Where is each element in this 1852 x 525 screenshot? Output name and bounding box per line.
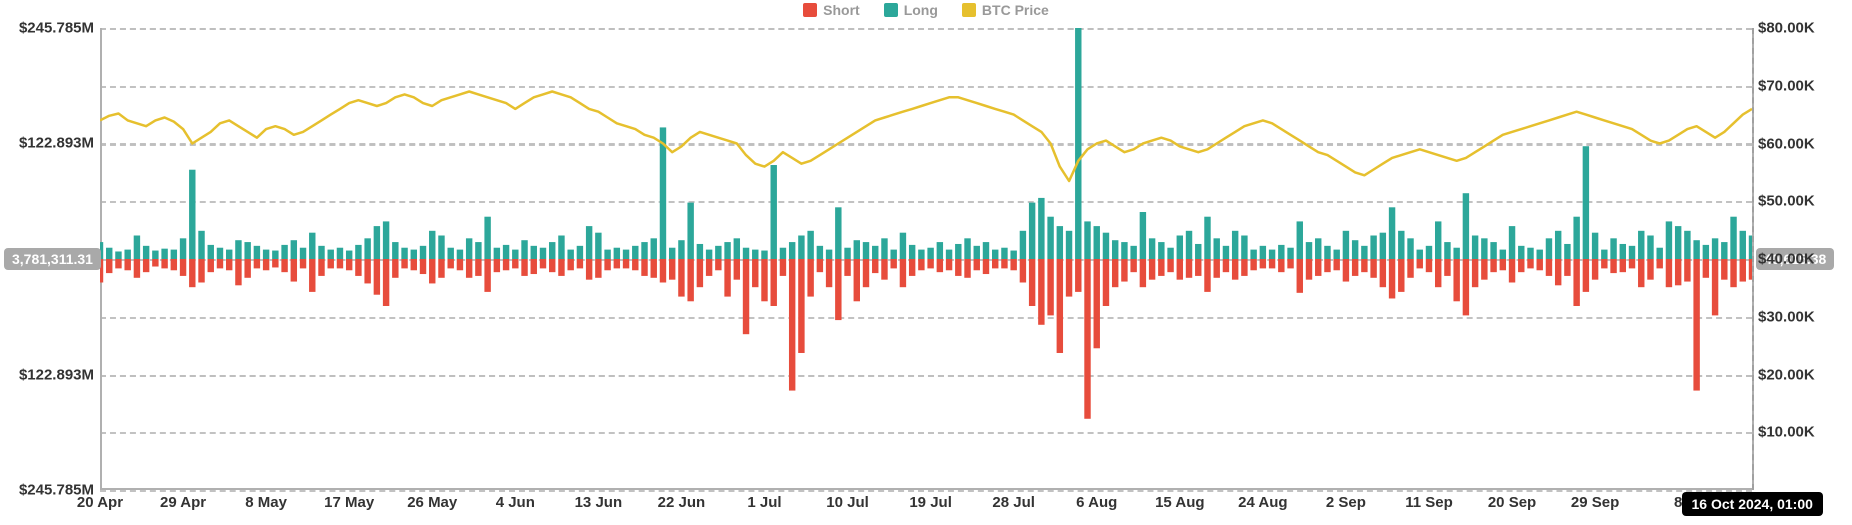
legend-label: Short — [823, 2, 860, 18]
x-axis-label: 26 May — [407, 494, 457, 511]
legend-label: Long — [904, 2, 938, 18]
x-axis-label: 13 Jun — [575, 494, 623, 511]
x-axis-label: 1 Jul — [747, 494, 781, 511]
x-axis-label: 17 May — [324, 494, 374, 511]
legend-item-short[interactable]: Short — [803, 2, 860, 18]
chart-legend: Short Long BTC Price — [0, 2, 1852, 18]
x-axis-label: 8 May — [245, 494, 287, 511]
y-axis-left-label: $122.893M — [0, 135, 94, 152]
x-axis-label: 2 Sep — [1326, 494, 1366, 511]
y-axis-right-label: $10.00K — [1758, 424, 1815, 441]
x-axis-label: 29 Apr — [160, 494, 206, 511]
left-axis-pill: 3,781,311.31 — [4, 248, 101, 270]
btc-price-line[interactable] — [100, 92, 1752, 182]
x-axis-label: 6 Aug — [1076, 494, 1117, 511]
y-axis-right-label: $50.00K — [1758, 193, 1815, 210]
x-axis-label: 10 Jul — [826, 494, 869, 511]
x-axis-label: 24 Aug — [1238, 494, 1287, 511]
y-axis-right-label: $70.00K — [1758, 77, 1815, 94]
y-axis-right-label: $80.00K — [1758, 20, 1815, 37]
x-axis-label: 20 Apr — [77, 494, 123, 511]
legend-label: BTC Price — [982, 2, 1049, 18]
legend-swatch — [803, 3, 817, 17]
y-axis-left-label: $245.785M — [0, 20, 94, 37]
y-axis-right-label: $20.00K — [1758, 366, 1815, 383]
x-axis-label: 28 Jul — [992, 494, 1035, 511]
legend-swatch — [884, 3, 898, 17]
plot-area[interactable] — [100, 28, 1752, 490]
x-axis-label: 20 Sep — [1488, 494, 1536, 511]
legend-swatch — [962, 3, 976, 17]
x-axis-label: 4 Jun — [496, 494, 535, 511]
y-axis-left-label: $122.893M — [0, 366, 94, 383]
x-axis-label: 11 Sep — [1405, 494, 1453, 511]
price-line-layer — [100, 28, 1752, 490]
x-axis-label: 22 Jun — [658, 494, 706, 511]
liquidation-chart: Short Long BTC Price 3,781,311.31 40,615… — [0, 0, 1852, 525]
x-axis-label: 19 Jul — [909, 494, 952, 511]
x-axis-label: 29 Sep — [1571, 494, 1619, 511]
x-axis-label: 15 Aug — [1155, 494, 1204, 511]
legend-item-long[interactable]: Long — [884, 2, 938, 18]
gridline — [100, 490, 1752, 492]
legend-item-price[interactable]: BTC Price — [962, 2, 1049, 18]
y-axis-right-label: $40.00K — [1758, 251, 1815, 268]
y-axis-right-label: $30.00K — [1758, 308, 1815, 325]
crosshair-tooltip: 16 Oct 2024, 01:00 — [1682, 492, 1823, 516]
x-axis-label: 8 — [1674, 494, 1682, 511]
y-axis-right-label: $60.00K — [1758, 135, 1815, 152]
crosshair-line — [1752, 28, 1754, 490]
